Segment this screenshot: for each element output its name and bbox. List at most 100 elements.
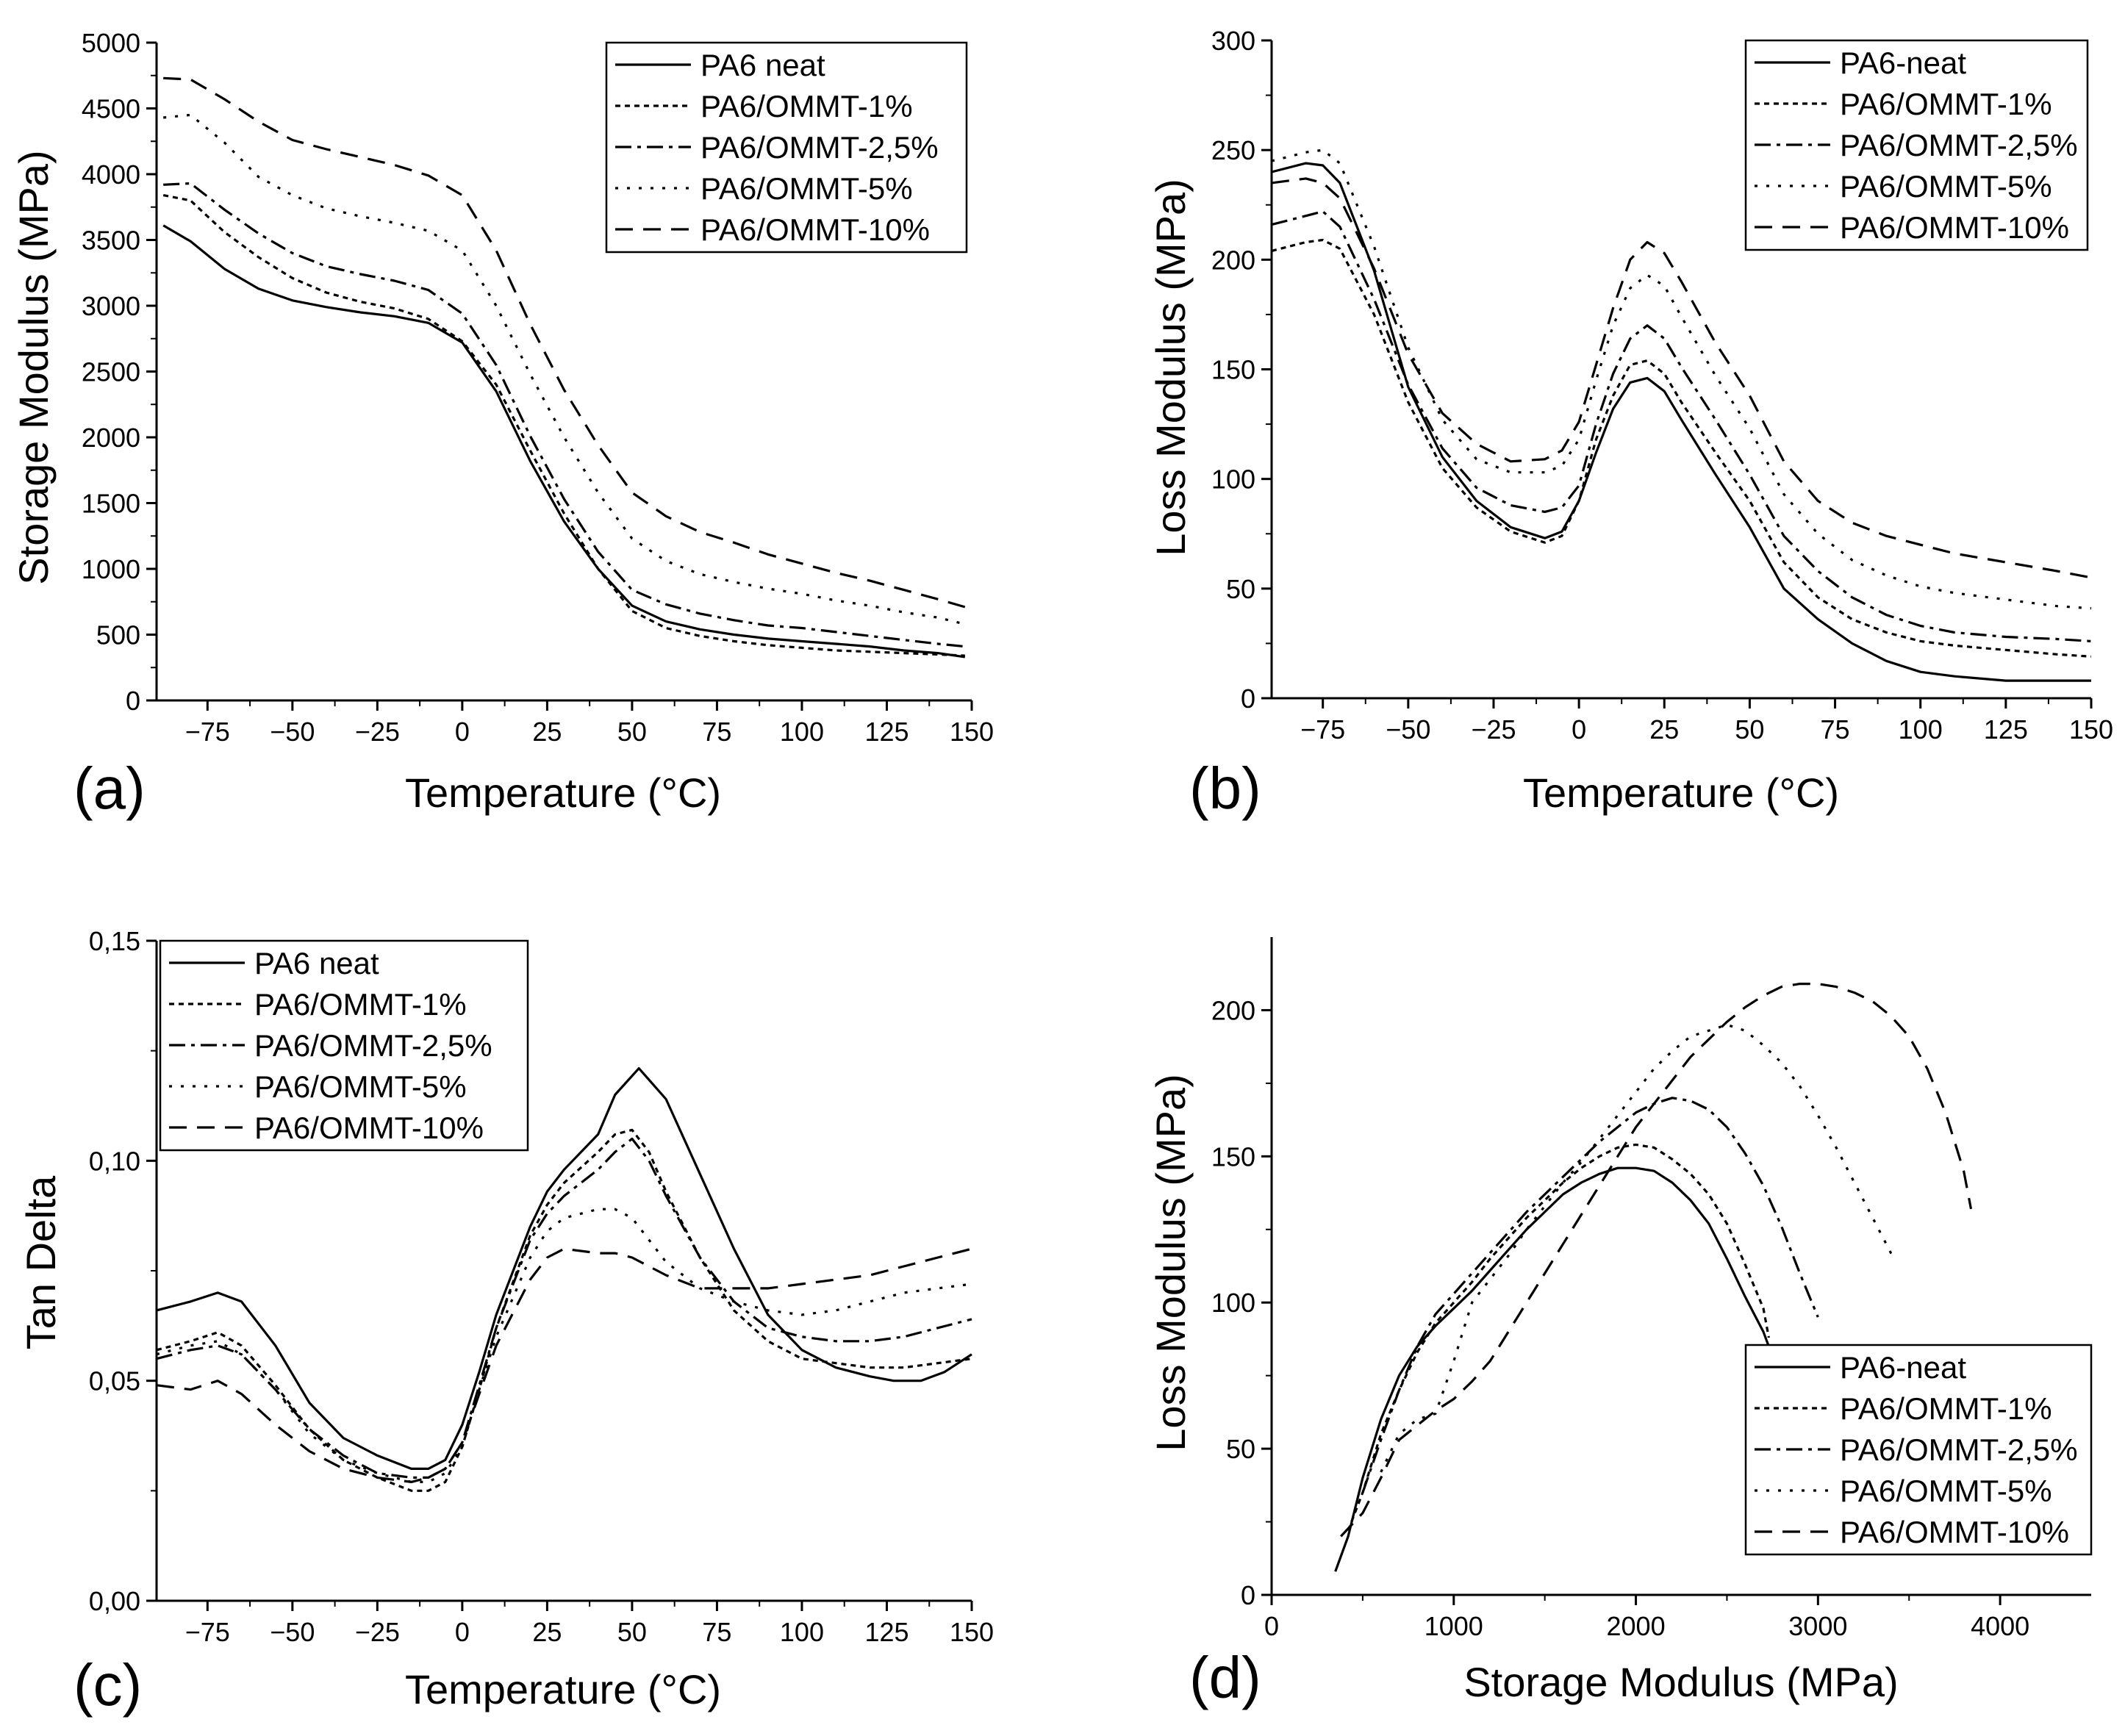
x-tick-label: 25	[1649, 714, 1679, 745]
legend-entry: PA6/OMMT-2,5%	[254, 1028, 492, 1063]
series-line-5	[1340, 982, 1973, 1538]
legend-entry: PA6/OMMT-1%	[1840, 87, 2052, 121]
x-tick-label: 100	[780, 717, 824, 747]
x-tick-label: 50	[617, 717, 647, 747]
x-tick-label: 50	[617, 1617, 647, 1647]
y-tick-label: 0	[1241, 1580, 1255, 1610]
y-tick-label: 0,00	[89, 1586, 140, 1616]
y-tick-label: 0	[126, 686, 140, 716]
series-line-5	[156, 1247, 972, 1484]
y-tick-label: 2000	[82, 423, 140, 453]
y-tick-label: 200	[1211, 995, 1255, 1025]
x-tick-label: −25	[355, 717, 400, 747]
legend-entry: PA6/OMMT-1%	[1840, 1391, 2052, 1426]
series-line-2	[1271, 238, 2092, 658]
y-tick-label: 150	[1211, 1141, 1255, 1172]
legend-entry: PA6/OMMT-10%	[254, 1111, 484, 1145]
panel-a-xlabel: Temperature (°C)	[405, 770, 721, 816]
x-tick-label: 125	[1984, 714, 2028, 745]
x-tick-label: −50	[1386, 714, 1430, 745]
y-tick-label: 200	[1211, 245, 1255, 275]
legend-entry: PA6 neat	[254, 946, 379, 980]
x-tick-label: 100	[780, 1617, 824, 1647]
x-tick-label: 100	[1899, 714, 1943, 745]
y-tick-label: 250	[1211, 135, 1255, 165]
legend-box	[605, 41, 968, 254]
panel-c: Tan Delta Temperature (°C) (c) −75 −50 −25…	[18, 926, 994, 1718]
legend-entry: PA6/OMMT-5%	[1840, 169, 2052, 204]
y-tick-label: 5000	[82, 28, 140, 58]
series-line-5	[163, 76, 966, 609]
y-tick-label: 3500	[82, 226, 140, 256]
legend-box	[1744, 1344, 2093, 1556]
x-tick-label: 150	[950, 1617, 994, 1647]
legend-entry: PA6/OMMT-10%	[1840, 210, 2069, 245]
y-tick-label: 300	[1211, 26, 1255, 56]
y-tick-label: 100	[1211, 1288, 1255, 1318]
y-tick-label: 1000	[82, 554, 140, 584]
panel-b-xlabel: Temperature (°C)	[1523, 770, 1839, 816]
legend-entry: PA6/OMMT-10%	[700, 212, 930, 247]
x-tick-label: 1000	[1425, 1611, 1483, 1641]
legend-entry: PA6/OMMT-10%	[1840, 1515, 2069, 1549]
legend-entry: PA6/OMMT-5%	[254, 1069, 467, 1104]
series-line-3	[163, 182, 965, 648]
y-tick-label: 50	[1226, 1434, 1255, 1464]
panel-d: Loss Modulus (MPa) Storage Modulus (MPa)…	[1147, 937, 2093, 1710]
x-tick-label: 75	[702, 1617, 731, 1647]
legend-entry: PA6 neat	[700, 48, 825, 82]
legend-box	[159, 939, 529, 1152]
y-tick-label: 50	[1226, 574, 1255, 604]
series-line-5	[1271, 177, 2092, 579]
series-line-4	[1380, 1023, 1899, 1473]
x-tick-label: −25	[355, 1617, 400, 1647]
series-line-1	[1271, 162, 2091, 682]
x-tick-label: 125	[864, 717, 909, 747]
y-tick-label: 100	[1211, 465, 1255, 495]
panel-a: Storage Modulus (MPa) Temperature (°C) (…	[10, 28, 994, 821]
series-line-1	[156, 1066, 972, 1471]
y-tick-label: 1500	[82, 489, 140, 519]
y-tick-label: 2500	[82, 357, 140, 387]
x-tick-label: 150	[2069, 714, 2113, 745]
y-tick-label: 500	[96, 620, 140, 650]
series-line-3	[1361, 1097, 1819, 1493]
legend-box	[1744, 39, 2089, 251]
legend-entry: PA6/OMMT-1%	[254, 987, 467, 1022]
panel-d-xlabel: Storage Modulus (MPa)	[1463, 1659, 1898, 1705]
x-tick-label: 0	[455, 717, 470, 747]
x-tick-label: 0	[1572, 714, 1586, 745]
series-line-1	[162, 224, 966, 659]
x-tick-label: 25	[532, 717, 562, 747]
x-tick-label: 150	[950, 717, 994, 747]
y-tick-label: 3000	[82, 291, 140, 321]
legend-entry: PA6/OMMT-2,5%	[1840, 128, 2078, 162]
y-tick-label: 4500	[82, 94, 140, 124]
y-tick-label: 0	[1241, 684, 1255, 714]
panel-d-ylabel: Loss Modulus (MPa)	[1147, 1074, 1194, 1452]
y-tick-label: 0,10	[89, 1146, 140, 1176]
x-tick-label: −50	[270, 1617, 315, 1647]
x-tick-label: 0	[1264, 1611, 1279, 1641]
series-line-4	[1271, 148, 2092, 610]
panel-d-label: (d)	[1189, 1645, 1261, 1710]
y-tick-label: 0,15	[89, 926, 140, 956]
x-tick-label: 125	[864, 1617, 909, 1647]
legend-entry: PA6/OMMT-2,5%	[1840, 1432, 2078, 1467]
series-line-2	[156, 1128, 972, 1492]
x-tick-label: 25	[532, 1617, 562, 1647]
x-tick-label: −50	[270, 717, 315, 747]
panel-a-ylabel: Storage Modulus (MPa)	[10, 150, 57, 584]
x-tick-label: 50	[1735, 714, 1764, 745]
series-line-1	[1334, 1166, 1770, 1572]
x-tick-label: 3000	[1788, 1611, 1847, 1641]
series-line-3	[1271, 210, 2092, 642]
panel-b: Loss Modulus (MPa) Temperature (°C) (b) …	[1147, 26, 2113, 821]
series-line-2	[1347, 1143, 1770, 1532]
panel-c-xlabel: Temperature (°C)	[405, 1666, 721, 1712]
legend-entry: PA6/OMMT-1%	[700, 89, 913, 123]
y-tick-label: 150	[1211, 355, 1255, 385]
legend-entry: PA6/OMMT-5%	[700, 171, 913, 206]
panel-b-ylabel: Loss Modulus (MPa)	[1147, 179, 1194, 556]
